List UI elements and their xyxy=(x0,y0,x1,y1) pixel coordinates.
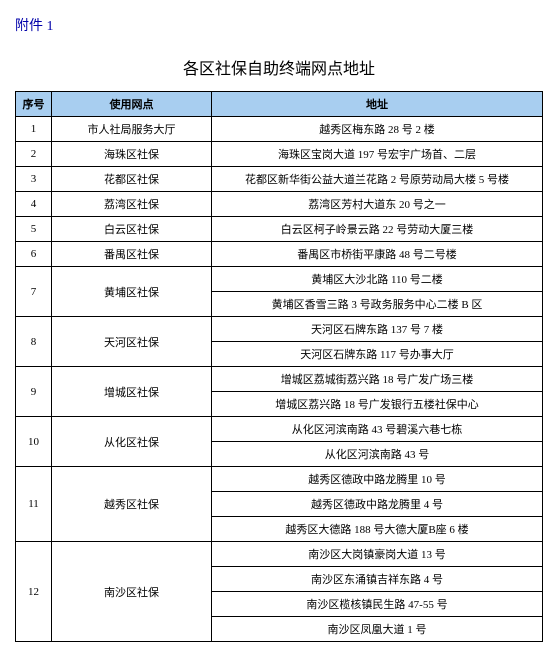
cell-location: 白云区社保 xyxy=(52,217,212,242)
cell-address: 越秀区大德路 188 号大德大厦B座 6 楼 xyxy=(212,517,543,542)
header-address: 地址 xyxy=(212,92,543,117)
table-row: 8天河区社保天河区石牌东路 137 号 7 楼 xyxy=(16,317,543,342)
header-seq: 序号 xyxy=(16,92,52,117)
cell-seq: 2 xyxy=(16,142,52,167)
table-row: 12南沙区社保南沙区大岗镇豪岗大道 13 号 xyxy=(16,542,543,567)
cell-location: 天河区社保 xyxy=(52,317,212,367)
cell-location: 越秀区社保 xyxy=(52,467,212,542)
cell-location: 增城区社保 xyxy=(52,367,212,417)
cell-address: 从化区河滨南路 43 号 xyxy=(212,442,543,467)
cell-address: 增城区荔城街荔兴路 18 号广发广场三楼 xyxy=(212,367,543,392)
cell-address: 越秀区德政中路龙腾里 10 号 xyxy=(212,467,543,492)
table-row: 11越秀区社保越秀区德政中路龙腾里 10 号 xyxy=(16,467,543,492)
attachment-label: 附件 1 xyxy=(15,15,543,35)
cell-address: 黄埔区香雪三路 3 号政务服务中心二楼 B 区 xyxy=(212,292,543,317)
cell-seq: 3 xyxy=(16,167,52,192)
cell-address: 海珠区宝岗大道 197 号宏宇广场首、二层 xyxy=(212,142,543,167)
cell-address: 荔湾区芳村大道东 20 号之一 xyxy=(212,192,543,217)
cell-address: 天河区石牌东路 117 号办事大厅 xyxy=(212,342,543,367)
cell-location: 从化区社保 xyxy=(52,417,212,467)
cell-location: 荔湾区社保 xyxy=(52,192,212,217)
cell-address: 番禺区市桥街平康路 48 号二号楼 xyxy=(212,242,543,267)
table-row: 6番禺区社保番禺区市桥街平康路 48 号二号楼 xyxy=(16,242,543,267)
table-row: 3花都区社保花都区新华街公益大道兰花路 2 号原劳动局大楼 5 号楼 xyxy=(16,167,543,192)
cell-location: 花都区社保 xyxy=(52,167,212,192)
cell-address: 越秀区德政中路龙腾里 4 号 xyxy=(212,492,543,517)
cell-address: 黄埔区大沙北路 110 号二楼 xyxy=(212,267,543,292)
cell-address: 南沙区大岗镇豪岗大道 13 号 xyxy=(212,542,543,567)
cell-address: 从化区河滨南路 43 号碧溪六巷七栋 xyxy=(212,417,543,442)
table-header-row: 序号 使用网点 地址 xyxy=(16,92,543,117)
cell-seq: 8 xyxy=(16,317,52,367)
table-row: 2海珠区社保海珠区宝岗大道 197 号宏宇广场首、二层 xyxy=(16,142,543,167)
cell-seq: 12 xyxy=(16,542,52,642)
cell-location: 海珠区社保 xyxy=(52,142,212,167)
cell-location: 黄埔区社保 xyxy=(52,267,212,317)
cell-seq: 11 xyxy=(16,467,52,542)
cell-address: 南沙区榄核镇民生路 47-55 号 xyxy=(212,592,543,617)
address-table: 序号 使用网点 地址 1市人社局服务大厅越秀区梅东路 28 号 2 楼2海珠区社… xyxy=(15,91,543,642)
table-row: 9增城区社保增城区荔城街荔兴路 18 号广发广场三楼 xyxy=(16,367,543,392)
cell-address: 南沙区凤凰大道 1 号 xyxy=(212,617,543,642)
cell-seq: 9 xyxy=(16,367,52,417)
table-row: 1市人社局服务大厅越秀区梅东路 28 号 2 楼 xyxy=(16,117,543,142)
cell-seq: 6 xyxy=(16,242,52,267)
cell-address: 花都区新华街公益大道兰花路 2 号原劳动局大楼 5 号楼 xyxy=(212,167,543,192)
page-title: 各区社保自助终端网点地址 xyxy=(15,55,543,79)
table-row: 7黄埔区社保黄埔区大沙北路 110 号二楼 xyxy=(16,267,543,292)
cell-address: 白云区柯子岭景云路 22 号劳动大厦三楼 xyxy=(212,217,543,242)
table-row: 10从化区社保从化区河滨南路 43 号碧溪六巷七栋 xyxy=(16,417,543,442)
header-location: 使用网点 xyxy=(52,92,212,117)
cell-address: 天河区石牌东路 137 号 7 楼 xyxy=(212,317,543,342)
cell-location: 番禺区社保 xyxy=(52,242,212,267)
cell-location: 南沙区社保 xyxy=(52,542,212,642)
cell-seq: 10 xyxy=(16,417,52,467)
cell-address: 越秀区梅东路 28 号 2 楼 xyxy=(212,117,543,142)
table-row: 5白云区社保白云区柯子岭景云路 22 号劳动大厦三楼 xyxy=(16,217,543,242)
table-row: 4荔湾区社保荔湾区芳村大道东 20 号之一 xyxy=(16,192,543,217)
cell-seq: 1 xyxy=(16,117,52,142)
cell-seq: 7 xyxy=(16,267,52,317)
cell-address: 增城区荔兴路 18 号广发银行五楼社保中心 xyxy=(212,392,543,417)
cell-seq: 4 xyxy=(16,192,52,217)
cell-address: 南沙区东涌镇吉祥东路 4 号 xyxy=(212,567,543,592)
cell-seq: 5 xyxy=(16,217,52,242)
cell-location: 市人社局服务大厅 xyxy=(52,117,212,142)
